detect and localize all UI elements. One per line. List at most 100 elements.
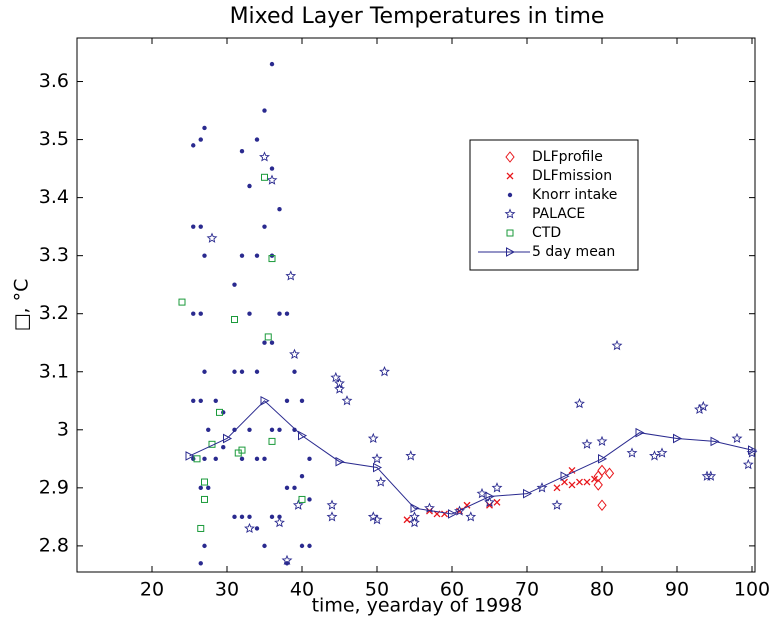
x-tick-label: 70 xyxy=(515,579,539,601)
dot xyxy=(292,427,297,432)
square xyxy=(268,437,276,445)
star xyxy=(259,151,270,162)
triangle xyxy=(448,509,458,519)
square xyxy=(201,495,208,503)
diamond xyxy=(597,499,607,512)
star xyxy=(701,470,713,481)
triangle xyxy=(673,433,683,444)
dot xyxy=(202,125,207,131)
legend-label: DLFmission xyxy=(532,168,612,184)
star xyxy=(731,432,743,444)
y-tick-label: 3.3 xyxy=(39,244,69,266)
triangle xyxy=(298,430,308,441)
x-tick-label: 60 xyxy=(440,579,464,601)
dot xyxy=(247,311,252,316)
dot xyxy=(254,526,260,531)
star xyxy=(574,398,585,409)
mean-line xyxy=(189,400,753,515)
dot xyxy=(292,485,297,491)
star xyxy=(694,403,705,415)
dot xyxy=(269,340,275,345)
dot xyxy=(284,561,290,566)
dot xyxy=(292,369,297,374)
cross xyxy=(591,475,598,483)
dot xyxy=(284,485,290,491)
star xyxy=(705,470,717,481)
dot xyxy=(262,456,267,462)
star xyxy=(454,505,465,516)
dot xyxy=(198,311,203,316)
dot xyxy=(221,410,226,415)
y-axis-label: □, °C xyxy=(11,279,33,332)
star xyxy=(409,517,420,528)
legend-label: Knorr intake xyxy=(532,187,617,203)
star xyxy=(649,450,660,461)
dot xyxy=(247,514,252,520)
dot xyxy=(277,207,282,212)
dot xyxy=(254,253,260,258)
triangle xyxy=(710,436,720,447)
dot xyxy=(307,497,312,502)
dot xyxy=(262,108,267,113)
star xyxy=(409,511,420,522)
star xyxy=(206,232,218,243)
y-tick-label: 3 xyxy=(57,418,69,440)
dot xyxy=(213,456,218,462)
cross xyxy=(463,501,471,509)
triangle xyxy=(598,453,608,464)
square xyxy=(506,229,514,237)
dot xyxy=(507,192,513,198)
star xyxy=(330,371,342,383)
star xyxy=(289,348,300,359)
dot xyxy=(206,485,211,491)
dot xyxy=(269,166,275,171)
star xyxy=(371,453,383,464)
diamond xyxy=(597,464,607,477)
triangle xyxy=(748,445,758,455)
triangle xyxy=(185,451,195,461)
dot xyxy=(232,369,237,374)
square xyxy=(261,173,268,181)
legend-label: CTD xyxy=(532,225,561,241)
square xyxy=(234,449,242,457)
dot xyxy=(299,398,305,403)
star xyxy=(281,554,293,565)
dot xyxy=(299,474,305,479)
dot xyxy=(202,253,207,258)
dot xyxy=(191,224,196,229)
triangle xyxy=(373,462,383,473)
star xyxy=(341,395,353,406)
dot xyxy=(307,456,312,462)
star xyxy=(379,366,390,377)
star xyxy=(611,339,623,351)
dot xyxy=(269,427,275,432)
dot xyxy=(232,514,237,520)
star xyxy=(405,450,417,461)
y-tick-label: 3.5 xyxy=(39,128,69,150)
triangle xyxy=(223,433,233,444)
star xyxy=(697,400,709,412)
triangle xyxy=(335,456,345,467)
dot xyxy=(269,514,275,520)
y-tick-label: 3.1 xyxy=(39,360,69,382)
triangle xyxy=(485,491,495,502)
y-tick-label: 3.2 xyxy=(39,302,69,324)
x-tick-label: 20 xyxy=(140,579,164,601)
dot xyxy=(198,561,203,566)
legend-box xyxy=(469,139,639,271)
star xyxy=(371,514,383,525)
dot xyxy=(198,485,203,491)
square xyxy=(231,316,238,324)
x-tick-label: 90 xyxy=(665,579,689,601)
y-tick-label: 2.8 xyxy=(39,534,69,556)
dot xyxy=(202,369,207,374)
x-tick-label: 40 xyxy=(290,579,314,601)
chart-title: Mixed Layer Temperatures in time xyxy=(230,4,605,29)
dot xyxy=(232,282,237,287)
dot xyxy=(254,369,260,374)
cross xyxy=(561,478,568,486)
dot xyxy=(239,148,245,154)
diamond xyxy=(604,467,615,480)
y-tick-label: 3.4 xyxy=(39,186,69,208)
